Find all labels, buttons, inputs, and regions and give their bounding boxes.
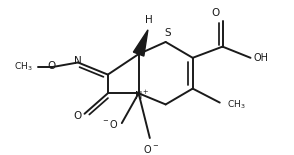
Text: S: S (164, 28, 171, 38)
Polygon shape (133, 30, 148, 56)
Text: OH: OH (253, 53, 268, 63)
Text: O: O (74, 111, 82, 121)
Text: $\mathregular{CH_3}$: $\mathregular{CH_3}$ (227, 98, 246, 111)
Text: H: H (145, 15, 153, 25)
Text: $\mathregular{O^-}$: $\mathregular{O^-}$ (143, 143, 159, 155)
Text: $\mathregular{^-O}$: $\mathregular{^-O}$ (101, 118, 119, 130)
Text: $\mathregular{N^+}$: $\mathregular{N^+}$ (133, 89, 149, 102)
Text: $\mathregular{CH_3}$: $\mathregular{CH_3}$ (14, 61, 32, 73)
Text: O: O (48, 61, 56, 71)
Text: N: N (74, 56, 82, 66)
Text: O: O (211, 8, 220, 18)
